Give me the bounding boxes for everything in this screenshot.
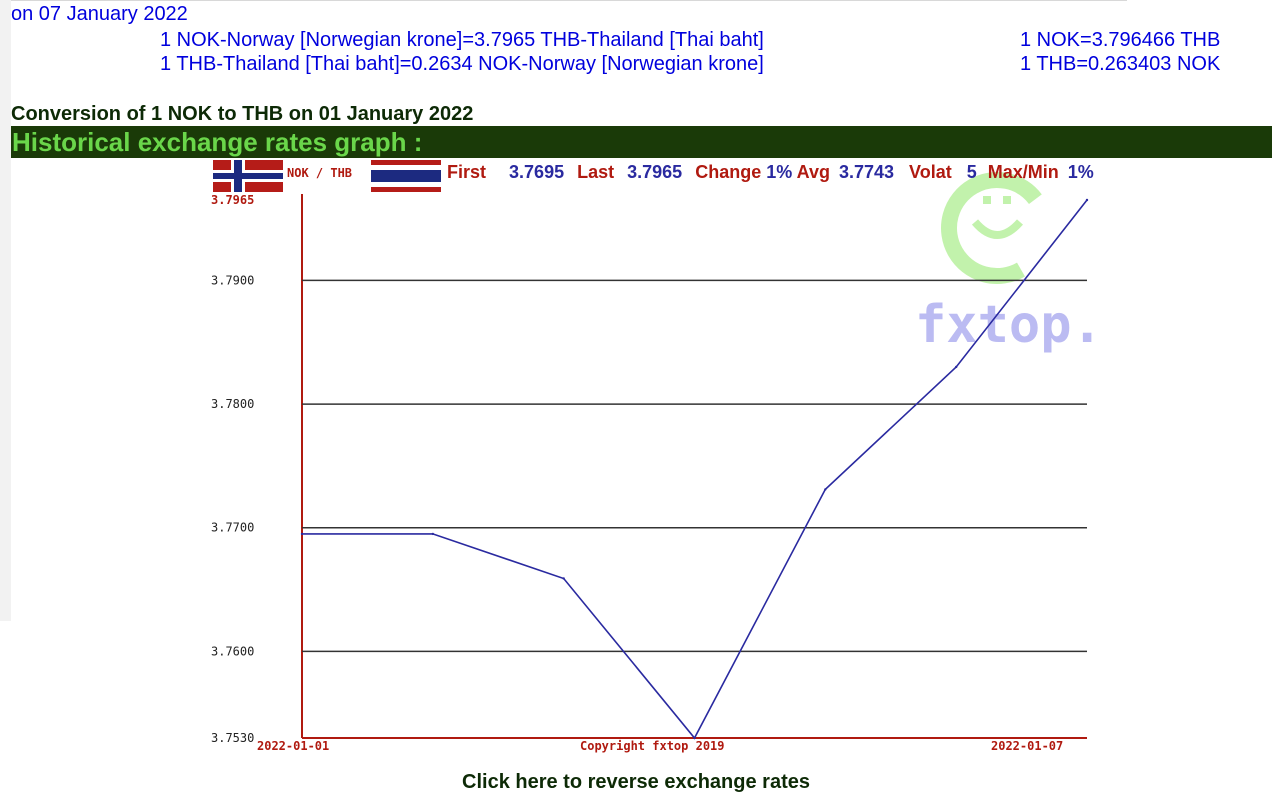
- stat-change-label: Change: [695, 162, 761, 182]
- y-tick-label: 3.7530: [211, 731, 254, 745]
- stat-first-value: 3.7695: [509, 162, 564, 182]
- x-tick-start: 2022-01-01: [257, 739, 329, 753]
- reverse-rates-link[interactable]: Click here to reverse exchange rates: [462, 771, 810, 793]
- data-point: [954, 365, 958, 369]
- stat-volat-value: 5: [967, 162, 977, 182]
- y-tick-label: 3.7800: [211, 397, 254, 411]
- left-margin-strip: [0, 0, 11, 621]
- stat-first-label: First: [447, 162, 486, 182]
- data-point: [431, 532, 435, 536]
- stats-line: First 3.7695 Last 3.7965 Change 1% Avg 3…: [447, 162, 1094, 182]
- data-point: [824, 488, 827, 491]
- rate-value-2: 1 THB=0.263403 NOK: [1020, 53, 1221, 75]
- x-tick-end: 2022-01-07: [991, 739, 1063, 753]
- stat-last-label: Last: [577, 162, 614, 182]
- fxtop-watermark: fxtop.com: [915, 172, 1197, 355]
- top-divider: [11, 0, 1127, 1]
- rate-value-1: 1 NOK=3.796466 THB: [1020, 29, 1221, 51]
- series-nok-thb: [300, 198, 1089, 740]
- rate-line-1: 1 NOK-Norway [Norwegian krone]=3.7965 TH…: [160, 29, 764, 51]
- data-point: [300, 532, 304, 536]
- chart-copyright: Copyright fxtop 2019: [580, 739, 725, 753]
- norway-flag-icon: [213, 160, 283, 192]
- y-tick-label: 3.7700: [211, 521, 254, 535]
- y-tick-label: 3.7600: [211, 644, 254, 658]
- exchange-rate-chart: fxtop.com NOK / THB First 3.7695 Last 3.…: [205, 158, 1197, 758]
- stat-last-value: 3.7965: [627, 162, 682, 182]
- thailand-flag-icon: [371, 160, 441, 192]
- stat-maxmin-value: 1%: [1068, 162, 1094, 182]
- y-tick-label: 3.7965: [211, 193, 254, 207]
- stat-maxmin-label: Max/Min: [988, 162, 1059, 182]
- conversion-title: Conversion of 1 NOK to THB on 01 January…: [11, 103, 474, 125]
- rate-date: on 07 January 2022: [11, 3, 188, 25]
- graph-header: Historical exchange rates graph :: [11, 126, 1272, 158]
- data-point: [693, 736, 696, 740]
- gridlines: [302, 279, 1087, 653]
- y-tick-label: 3.7900: [211, 273, 254, 287]
- stat-avg-value: 3.7743: [839, 162, 894, 182]
- stat-volat-label: Volat: [909, 162, 952, 182]
- rate-line-2: 1 THB-Thailand [Thai baht]=0.2634 NOK-No…: [160, 53, 764, 75]
- data-point: [1085, 198, 1089, 202]
- y-tick-labels: 3.7965 3.7900 3.7800 3.7700 3.7600 3.7530: [211, 193, 254, 745]
- stat-avg-label: Avg: [797, 162, 830, 182]
- stat-change-value: 1%: [766, 162, 792, 182]
- pair-label: NOK / THB: [287, 166, 352, 180]
- chart-svg: fxtop.com NOK / THB First 3.7695 Last 3.…: [211, 160, 1197, 753]
- data-point: [562, 577, 565, 580]
